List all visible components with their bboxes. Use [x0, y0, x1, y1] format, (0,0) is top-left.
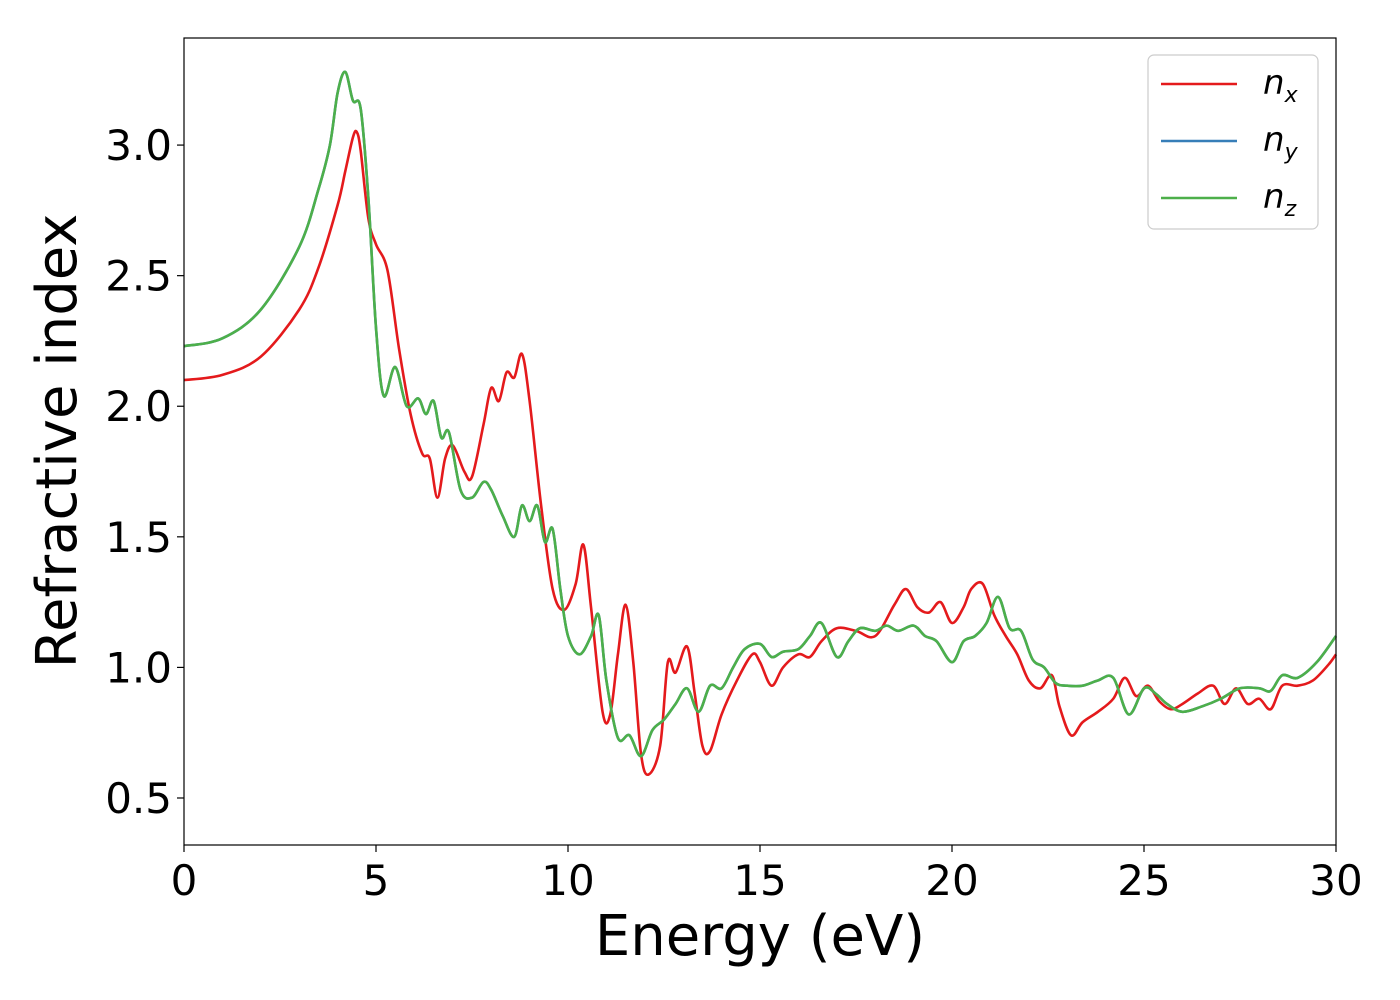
legend-label-base: n — [1263, 177, 1285, 217]
legend-label-nz: nz — [1263, 177, 1297, 222]
legend-label-subscript: x — [1284, 83, 1299, 108]
y-tick-label: 0.5 — [105, 774, 172, 823]
y-tick-label: 1.0 — [105, 643, 172, 692]
y-tick-label: 2.0 — [105, 382, 172, 431]
legend-label-nx: nx — [1263, 63, 1299, 108]
x-tick-label: 25 — [1117, 856, 1170, 905]
legend-label-base: n — [1263, 120, 1285, 160]
y-tick-label: 1.5 — [105, 513, 172, 562]
series-layer — [183, 70, 1338, 777]
y-axis-ticks: 0.5 1.0 1.5 2.0 2.5 3.0 — [105, 121, 184, 823]
legend-label-subscript: y — [1284, 140, 1299, 165]
x-tick-label: 5 — [363, 856, 390, 905]
y-tick-label: 2.5 — [105, 252, 172, 301]
x-tick-label: 0 — [171, 856, 198, 905]
series-line-nx — [183, 129, 1338, 777]
y-tick-label: 3.0 — [105, 121, 172, 170]
series-line-nz — [183, 70, 1338, 758]
x-tick-label: 30 — [1309, 856, 1362, 905]
x-tick-label: 20 — [925, 856, 978, 905]
x-axis-ticks: 0 5 10 15 20 25 30 — [171, 845, 1363, 905]
legend-label-subscript: z — [1284, 197, 1297, 222]
x-tick-label: 15 — [733, 856, 786, 905]
y-axis-label: Refractive index — [25, 214, 90, 669]
legend-label-ny: ny — [1263, 120, 1299, 165]
x-tick-label: 10 — [541, 856, 594, 905]
x-axis-label: Energy (eV) — [595, 904, 925, 969]
legend-label-base: n — [1263, 63, 1285, 103]
